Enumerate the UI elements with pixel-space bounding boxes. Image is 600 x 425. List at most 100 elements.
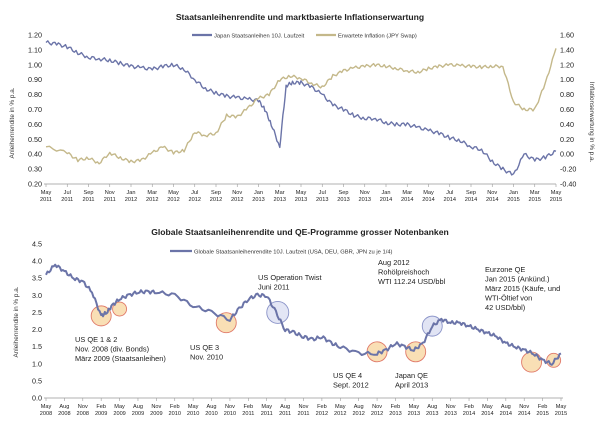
- top-x-tick-year: 2012: [189, 197, 201, 203]
- top-x-tick-month: Nov: [105, 190, 115, 196]
- top-y2-tick-label: -0.20: [560, 165, 576, 174]
- top-x-tick-month: Jul: [191, 190, 198, 196]
- bottom-annotation-line: Eurzone QE: [485, 265, 525, 274]
- top-y2-tick-label: 0.60: [560, 105, 574, 114]
- top-x-tick-year: 2012: [125, 197, 137, 203]
- bottom-x-tick-year: 2013: [426, 411, 438, 417]
- top-y-tick-label: 1.10: [28, 45, 42, 54]
- bottom-x-tick-year: 2011: [261, 411, 273, 417]
- top-series-line-1: [45, 48, 557, 165]
- bottom-x-tick-month: Aug: [133, 404, 143, 410]
- bottom-x-tick-month: Feb: [96, 404, 106, 410]
- bottom-x-tick-year: 2009: [150, 411, 162, 417]
- top-x-tick-month: Jul: [319, 190, 326, 196]
- top-x-tick-year: 2012: [146, 197, 158, 203]
- top-x-tick-year: 2015: [550, 197, 562, 203]
- bottom-x-tick-year: 2014: [463, 411, 475, 417]
- top-x-tick-month: Sep: [211, 190, 221, 196]
- top-x-tick-month: Jan: [126, 190, 135, 196]
- bottom-x-tick-month: Feb: [170, 404, 180, 410]
- top-x-ticks: May2011Jul2011Sep2011Nov2011Jan2012Mar20…: [40, 184, 562, 203]
- top-x-tick-year: 2013: [316, 197, 328, 203]
- top-x-tick-month: Sep: [339, 190, 349, 196]
- bottom-x-tick-year: 2012: [334, 411, 346, 417]
- top-x-tick-month: Mar: [402, 190, 412, 196]
- top-x-tick-month: May: [423, 190, 434, 196]
- bottom-y-axis-label: Anleihenrendite in % p.a.: [13, 286, 20, 357]
- bottom-y-ticks: 4.5 4.0 3.5 3.0 2.5 2.0 1.5 1.0 0.5 0.0: [32, 240, 42, 403]
- top-x-tick-month: May: [41, 190, 52, 196]
- bottom-x-tick-month: Feb: [538, 404, 548, 410]
- bottom-x-tick-month: May: [556, 404, 567, 410]
- bottom-x-tick-year: 2012: [316, 411, 328, 417]
- bottom-annotation-line: Nov. 2010: [190, 353, 223, 362]
- top-x-tick-month: Mar: [147, 190, 157, 196]
- bottom-series-line-0: [45, 263, 562, 366]
- top-x-tick-year: 2012: [210, 197, 222, 203]
- bottom-x-tick-month: May: [261, 404, 272, 410]
- top-x-tick-month: Jul: [64, 190, 71, 196]
- top-y-tick-label: 0.40: [28, 150, 42, 159]
- top-x-tick-year: 2011: [61, 197, 73, 203]
- top-x-tick-year: 2011: [82, 197, 94, 203]
- bottom-y-tick-label: 4.0: [32, 257, 42, 266]
- top-chart-title: Staatsanleihenrendite und marktbasierte …: [176, 12, 424, 22]
- bottom-y-tick-label: 0.5: [32, 376, 42, 385]
- top-x-tick-month: Nov: [232, 190, 242, 196]
- bottom-x-tick-month: Nov: [299, 404, 309, 410]
- bottom-annotation-line: 42 USD/bbl): [485, 303, 525, 312]
- top-x-tick-year: 2013: [252, 197, 264, 203]
- bottom-x-tick-month: Aug: [427, 404, 437, 410]
- top-x-tick-year: 2013: [274, 197, 286, 203]
- top-x-tick-month: Jul: [446, 190, 453, 196]
- bottom-annotation-line: März 2009 (Staatsanleihen): [75, 354, 166, 363]
- bottom-x-tick-year: 2010: [169, 411, 181, 417]
- top-x-tick-month: Sep: [84, 190, 94, 196]
- bottom-x-tick-month: Feb: [464, 404, 474, 410]
- bottom-marker-qe: [405, 341, 427, 363]
- bottom-legend: Globale Staatsanleihenrendite 10J. Laufz…: [170, 250, 393, 256]
- top-y2-tick-label: 0.80: [560, 90, 574, 99]
- top-x-tick-year: 2011: [104, 197, 116, 203]
- top-x-tick-month: Nov: [360, 190, 370, 196]
- top-y2-tick-label: 1.20: [560, 60, 574, 69]
- bottom-annotation-line: WTI-Öltief von: [485, 294, 532, 303]
- bottom-x-tick-month: Aug: [501, 404, 511, 410]
- top-x-tick-month: Jan: [254, 190, 263, 196]
- bottom-x-tick-year: 2008: [40, 411, 52, 417]
- bottom-x-tick-year: 2008: [77, 411, 89, 417]
- top-x-tick-month: Nov: [487, 190, 497, 196]
- top-x-tick-year: 2015: [507, 197, 519, 203]
- bottom-x-tick-month: Aug: [207, 404, 217, 410]
- top-x-tick-year: 2014: [422, 197, 434, 203]
- top-chart: Staatsanleihenrendite und marktbasierte …: [9, 12, 595, 203]
- top-y-tick-label: 0.70: [28, 105, 42, 114]
- bottom-x-tick-year: 2014: [500, 411, 512, 417]
- top-x-tick-month: Sep: [466, 190, 476, 196]
- bottom-x-tick-month: Nov: [446, 404, 456, 410]
- bottom-annotation-line: US QE 1 & 2: [75, 335, 117, 344]
- top-x-tick-month: Jan: [509, 190, 518, 196]
- bottom-x-tick-month: Nov: [519, 404, 529, 410]
- bottom-annotation-line: März 2015 (Käufe, und: [485, 284, 560, 293]
- bottom-y-tick-label: 0.0: [32, 394, 42, 403]
- top-x-tick-month: May: [296, 190, 307, 196]
- bottom-marker-qe: [521, 351, 543, 373]
- bottom-series: [45, 263, 562, 366]
- bottom-x-tick-month: Nov: [151, 404, 161, 410]
- top-y2-tick-label: 1.60: [560, 31, 574, 40]
- bottom-x-tick-year: 2010: [205, 411, 217, 417]
- bottom-x-tick-year: 2011: [242, 411, 254, 417]
- bottom-x-tick-year: 2014: [481, 411, 493, 417]
- top-x-tick-month: May: [551, 190, 562, 196]
- bottom-chart-title: Globale Staatsanleihenrendite und QE-Pro…: [151, 227, 449, 237]
- top-x-tick-year: 2014: [486, 197, 498, 203]
- top-y-tick-label: 0.60: [28, 120, 42, 129]
- bottom-x-tick-year: 2012: [371, 411, 383, 417]
- bottom-y-tick-label: 1.5: [32, 342, 42, 351]
- top-x-tick-month: May: [168, 190, 179, 196]
- bottom-x-ticks: May2008Aug2008Nov2008Feb2009May2009Aug20…: [40, 398, 567, 417]
- top-y-ticks: 1.20 1.10 1.00 0.90 0.80 0.70 0.60 0.50 0.40 0.30…: [28, 31, 42, 189]
- top-legend-label-yield: Japan Staatsanleihen 10J. Laufzeit: [214, 34, 305, 40]
